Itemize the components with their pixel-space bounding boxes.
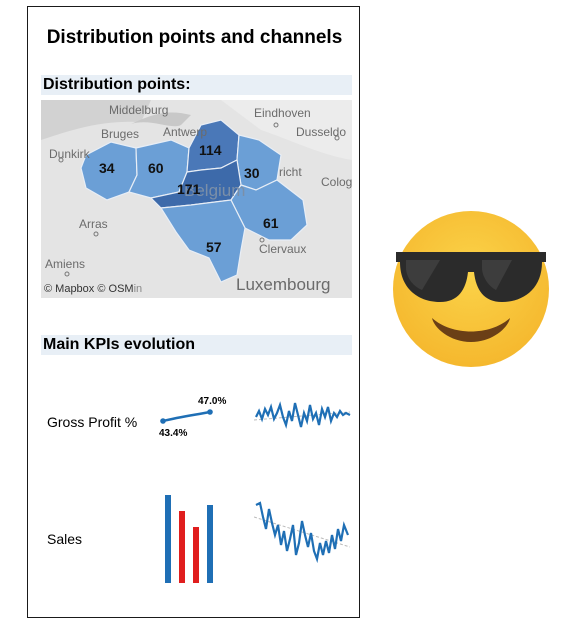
- region-count-antwerp: 114: [199, 142, 222, 158]
- gross-profit-sparkline-series: [255, 401, 351, 429]
- map-region-namur[interactable]: [159, 199, 246, 283]
- section-header-kpis: Main KPIs evolution: [41, 335, 352, 355]
- map-place-eindhoven: Eindhoven: [254, 106, 311, 120]
- map-place-dusseldorf: Dusseldo: [296, 125, 346, 139]
- emoji-lens-shine: [406, 260, 440, 290]
- map-place-belgium: Belgium: [184, 181, 245, 200]
- gross-profit-slope-line: [162, 410, 211, 423]
- sales-bar-2[interactable]: [179, 511, 185, 583]
- map-estuary: [131, 112, 191, 127]
- map-city-dot: [93, 231, 99, 237]
- sales-bar-4[interactable]: [207, 505, 213, 583]
- map-place-middelburg: Middelburg: [109, 103, 168, 117]
- map-city-dot: [58, 157, 64, 163]
- emoji-face: [393, 211, 549, 367]
- emoji-smile: [432, 318, 510, 342]
- map-place-arras: Arras: [79, 217, 108, 231]
- sunglasses-emoji-icon: [393, 211, 549, 367]
- emoji-lens-shine: [482, 260, 512, 290]
- map-sea: [41, 100, 151, 140]
- gross-profit-slope-chart[interactable]: 43.4% 47.0%: [154, 391, 244, 439]
- sales-bar-chart[interactable]: [158, 491, 218, 587]
- region-count-west-flanders: 34: [99, 160, 115, 176]
- gross-profit-end-point[interactable]: [207, 409, 213, 415]
- kpi-label-gross-profit: Gross Profit %: [47, 414, 138, 430]
- sales-sparkline[interactable]: [254, 495, 354, 565]
- map-place-clervaux: Clervaux: [259, 242, 306, 256]
- region-count-liege: 61: [263, 215, 279, 231]
- map-city-dot: [64, 271, 70, 277]
- map-place-maastricht: richt: [279, 165, 302, 179]
- distribution-map[interactable]: Middelburg Eindhoven Bruges Antwerp Duss…: [41, 100, 352, 298]
- gross-profit-end-value: 47.0%: [198, 396, 226, 407]
- map-place-antwerp: Antwerp: [163, 125, 207, 139]
- map-city-dot: [273, 122, 279, 128]
- gross-profit-start-point[interactable]: [160, 418, 166, 424]
- map-place-amiens: Amiens: [45, 257, 85, 271]
- page-title: Distribution points and channels: [46, 27, 343, 48]
- map-city-dot: [334, 135, 340, 141]
- map-place-dunkirk: Dunkirk: [49, 147, 91, 161]
- map-place-luxembourg: Luxembourg: [236, 275, 331, 294]
- gross-profit-sparkline[interactable]: [254, 395, 354, 435]
- map-land-netherlands: [221, 100, 352, 160]
- gross-profit-start-value: 43.4%: [159, 428, 187, 439]
- kpi-label-sales: Sales: [47, 531, 83, 547]
- region-count-limburg: 30: [244, 165, 260, 181]
- map-attribution-tail: in: [134, 283, 143, 295]
- region-count-brabant: 171: [177, 181, 201, 197]
- map-attribution-text[interactable]: © Mapbox © OSM: [44, 283, 134, 295]
- map-attribution[interactable]: © Mapbox © OSMin: [44, 283, 142, 295]
- section-header-distribution: Distribution points:: [41, 75, 352, 95]
- dashboard-panel: Distribution points and channels Distrib…: [27, 6, 360, 618]
- sales-bar-3[interactable]: [193, 527, 199, 583]
- sales-sparkline-series: [255, 501, 350, 564]
- map-canvas[interactable]: Middelburg Eindhoven Bruges Antwerp Duss…: [41, 100, 352, 298]
- map-place-bruges: Bruges: [101, 127, 139, 141]
- map-place-cologne: Colog: [321, 175, 352, 189]
- sales-trend-line: [254, 516, 351, 548]
- sales-bar-1[interactable]: [165, 495, 171, 583]
- map-city-dot: [259, 237, 265, 243]
- region-count-namur: 57: [206, 239, 222, 255]
- region-count-east-flanders: 60: [148, 160, 164, 176]
